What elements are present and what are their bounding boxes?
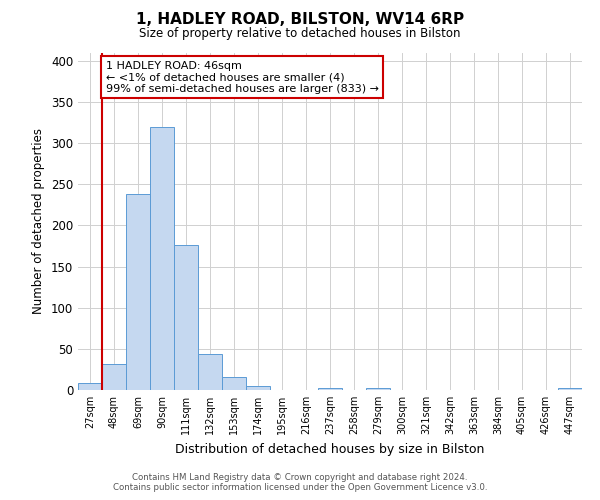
Bar bbox=[150, 126, 174, 390]
Bar bbox=[102, 364, 126, 390]
Bar bbox=[198, 354, 222, 390]
Bar bbox=[318, 388, 342, 390]
Text: 1 HADLEY ROAD: 46sqm
← <1% of detached houses are smaller (4)
99% of semi-detach: 1 HADLEY ROAD: 46sqm ← <1% of detached h… bbox=[106, 60, 379, 94]
Text: Contains HM Land Registry data © Crown copyright and database right 2024.
Contai: Contains HM Land Registry data © Crown c… bbox=[113, 473, 487, 492]
Bar bbox=[126, 194, 150, 390]
Text: 1, HADLEY ROAD, BILSTON, WV14 6RP: 1, HADLEY ROAD, BILSTON, WV14 6RP bbox=[136, 12, 464, 28]
Bar bbox=[558, 388, 582, 390]
Y-axis label: Number of detached properties: Number of detached properties bbox=[32, 128, 46, 314]
Text: Size of property relative to detached houses in Bilston: Size of property relative to detached ho… bbox=[139, 28, 461, 40]
Bar bbox=[366, 388, 390, 390]
Bar bbox=[174, 245, 198, 390]
Bar bbox=[222, 377, 246, 390]
X-axis label: Distribution of detached houses by size in Bilston: Distribution of detached houses by size … bbox=[175, 442, 485, 456]
Bar bbox=[246, 386, 270, 390]
Bar bbox=[78, 384, 102, 390]
